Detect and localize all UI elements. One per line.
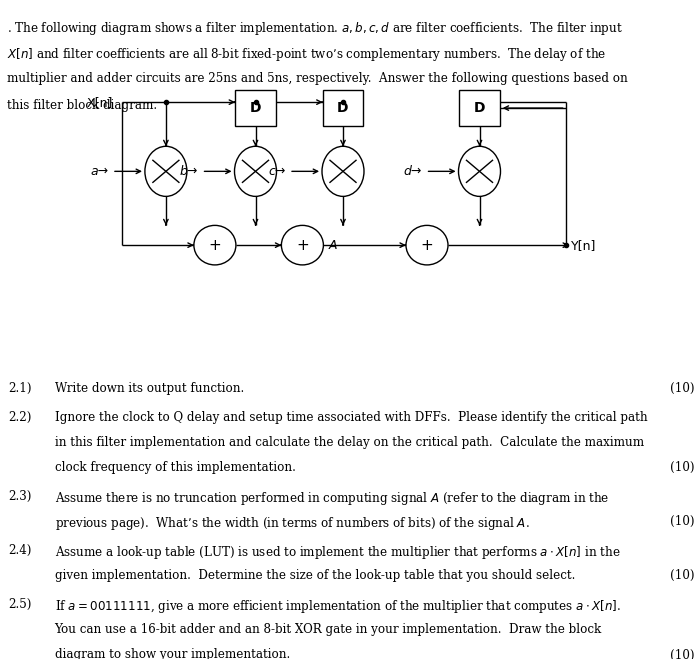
Text: (10): (10) — [670, 569, 694, 583]
Text: +: + — [209, 238, 221, 252]
Text: 2.1): 2.1) — [8, 382, 32, 395]
Text: Y[n]: Y[n] — [571, 239, 596, 252]
Text: diagram to show your implementation.: diagram to show your implementation. — [55, 648, 290, 659]
Text: A: A — [329, 239, 337, 252]
Text: Write down its output function.: Write down its output function. — [55, 382, 244, 395]
Circle shape — [194, 225, 236, 265]
Text: b→: b→ — [180, 165, 198, 178]
Text: (10): (10) — [670, 461, 694, 474]
Text: 2.2): 2.2) — [8, 411, 32, 424]
Text: (10): (10) — [670, 382, 694, 395]
Bar — [323, 90, 363, 126]
Ellipse shape — [322, 146, 364, 196]
Text: in this filter implementation and calculate the delay on the critical path.  Cal: in this filter implementation and calcul… — [55, 436, 644, 449]
Text: +: + — [296, 238, 309, 252]
Bar — [235, 90, 276, 126]
Text: a→: a→ — [90, 165, 108, 178]
Text: Ignore the clock to Q delay and setup time associated with DFFs.  Please identif: Ignore the clock to Q delay and setup ti… — [55, 411, 648, 424]
Text: Assume a look-up table (LUT) is used to implement the multiplier that performs $: Assume a look-up table (LUT) is used to … — [55, 544, 620, 561]
Text: If $a = 00111111$, give a more efficient implementation of the multiplier that c: If $a = 00111111$, give a more efficient… — [55, 598, 620, 616]
Text: . The following diagram shows a filter implementation. $a, b, c, d$ are filter c: . The following diagram shows a filter i… — [7, 20, 623, 37]
Text: given implementation.  Determine the size of the look-up table that you should s: given implementation. Determine the size… — [55, 569, 575, 583]
Circle shape — [406, 225, 448, 265]
Text: this filter block diagram.: this filter block diagram. — [7, 99, 157, 112]
Text: (10): (10) — [670, 648, 694, 659]
Text: previous page).  What’s the width (in terms of numbers of bits) of the signal $A: previous page). What’s the width (in ter… — [55, 515, 529, 532]
Text: D: D — [250, 101, 261, 115]
Bar — [459, 90, 500, 126]
Text: $X[n]$ and filter coefficients are all 8-bit fixed-point two’s complementary num: $X[n]$ and filter coefficients are all 8… — [7, 46, 606, 63]
Text: Assume there is no truncation performed in computing signal $A$ (refer to the di: Assume there is no truncation performed … — [55, 490, 609, 507]
Circle shape — [281, 225, 323, 265]
Text: clock frequency of this implementation.: clock frequency of this implementation. — [55, 461, 295, 474]
Text: X[n]: X[n] — [87, 96, 113, 109]
Text: 2.4): 2.4) — [8, 544, 32, 558]
Ellipse shape — [458, 146, 500, 196]
Text: D: D — [337, 101, 349, 115]
Text: D: D — [474, 101, 485, 115]
Text: d→: d→ — [404, 165, 422, 178]
Text: c→: c→ — [268, 165, 286, 178]
Text: You can use a 16-bit adder and an 8-bit XOR gate in your implementation.  Draw t: You can use a 16-bit adder and an 8-bit … — [55, 623, 602, 637]
Text: 2.5): 2.5) — [8, 598, 32, 612]
Text: (10): (10) — [670, 515, 694, 529]
Text: +: + — [421, 238, 433, 252]
Ellipse shape — [145, 146, 187, 196]
Text: 2.3): 2.3) — [8, 490, 32, 503]
Text: multiplier and adder circuits are 25ns and 5ns, respectively.  Answer the follow: multiplier and adder circuits are 25ns a… — [7, 72, 628, 86]
Ellipse shape — [234, 146, 276, 196]
